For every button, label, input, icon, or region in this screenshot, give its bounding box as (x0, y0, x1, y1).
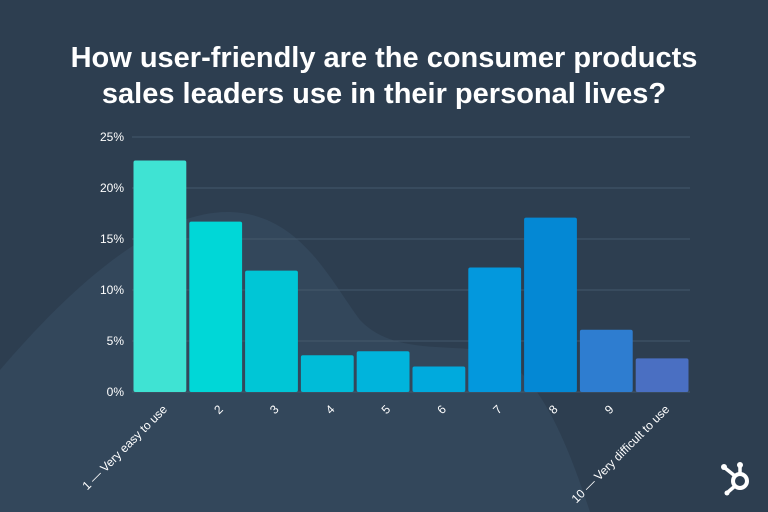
x-tick-label: 9 (602, 402, 617, 417)
chart-title: How user-friendly are the consumer produ… (0, 40, 768, 112)
y-tick-label: 5% (107, 334, 125, 348)
bars (133, 160, 689, 392)
x-axis-tick-labels: 1 — Very easy to use 2 3 4 5 6 7 8 910 — Very di… (79, 402, 672, 506)
chart-title-line-2: sales leaders use in their personal live… (101, 78, 667, 110)
bar (245, 270, 298, 392)
bar (524, 217, 577, 392)
bar (412, 366, 466, 392)
y-tick-label: 10% (100, 283, 124, 297)
bar (189, 221, 243, 392)
y-tick-label: 0% (107, 385, 125, 399)
x-tick-label: 8 (546, 402, 561, 417)
x-tick-label: 6 (434, 402, 449, 417)
y-axis-tick-labels: 0% 5% 10% 15% 20% 25% (100, 130, 124, 399)
x-tick-label: 10 — Very difficult to use (569, 402, 673, 506)
bar (468, 267, 522, 392)
bar (300, 355, 354, 392)
y-tick-label: 20% (100, 181, 124, 195)
bar (579, 329, 633, 392)
bar (133, 160, 187, 392)
x-tick-label: 2 (211, 402, 226, 417)
x-tick-label: 4 (323, 402, 338, 417)
chart-title-line-1: How user-friendly are the consumer produ… (70, 42, 698, 74)
x-tick-label: 1 — Very easy to use (79, 402, 170, 493)
y-tick-label: 25% (100, 130, 124, 144)
bar (356, 351, 410, 392)
y-tick-label: 15% (100, 232, 124, 246)
hubspot-sprocket-icon (721, 462, 749, 496)
x-tick-label: 5 (379, 402, 394, 417)
x-tick-label: 7 (490, 402, 505, 417)
bar (635, 358, 689, 392)
x-tick-label: 3 (267, 402, 282, 417)
